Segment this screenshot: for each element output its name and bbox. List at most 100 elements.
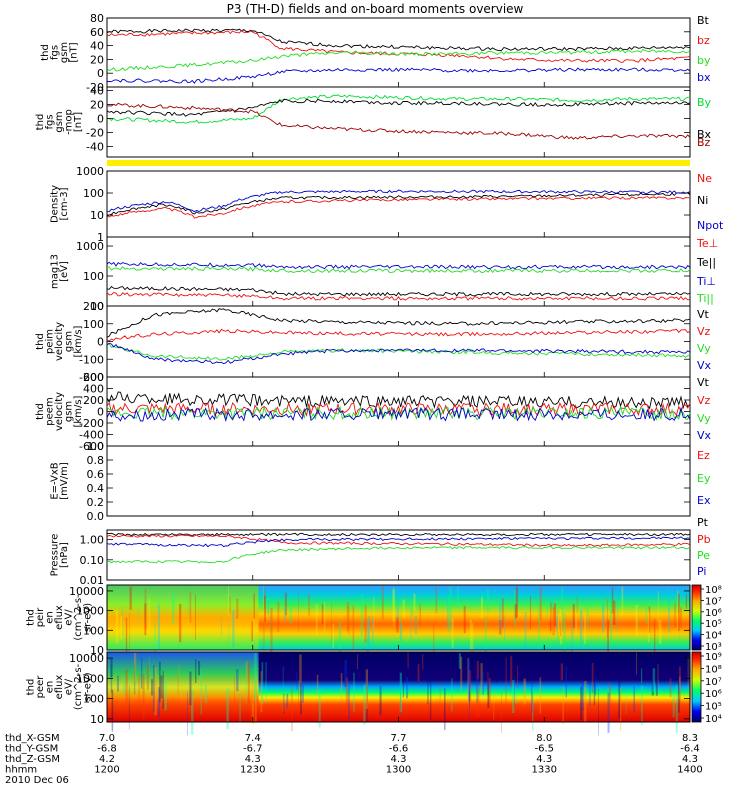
spectrogram-streak: [346, 601, 349, 632]
spectrogram-streak: [444, 688, 446, 731]
spectrogram-streak: [565, 665, 567, 698]
xaxis-value: 1300: [386, 765, 411, 776]
panel-frame: [106, 305, 691, 378]
spectrogram-streak: [539, 586, 542, 620]
legend-Vz: Vz: [697, 394, 711, 407]
y-tick-label: 100: [83, 624, 104, 637]
spectrogram-streak: [607, 692, 610, 733]
spectrogram-streak: [589, 681, 591, 707]
spectrogram-streak: [300, 682, 302, 715]
spectrogram-streak: [298, 590, 299, 632]
colorbar-tick-label: 10⁶: [705, 608, 722, 619]
spectrogram-streak: [480, 597, 483, 618]
spectrogram-streak: [187, 691, 188, 736]
spectrogram-streak: [234, 676, 235, 713]
spectrogram-streak: [115, 610, 119, 644]
spectrogram-early-interval: [107, 652, 259, 722]
spectrogram-streak: [593, 656, 596, 705]
xaxis-value: 8.3: [682, 733, 698, 744]
spectrogram-streak: [513, 588, 517, 627]
spectrogram-streak: [472, 623, 474, 668]
legend-Pt: Pt: [697, 516, 709, 529]
y-tick-label: 600: [83, 371, 104, 384]
spectrogram-streak: [251, 682, 255, 724]
spectrogram-streak: [613, 600, 616, 625]
series-line-Vt: [106, 308, 691, 338]
xaxis-value: 7.0: [99, 733, 115, 744]
xaxis-value: 4.3: [536, 754, 552, 765]
spectrogram-streak: [657, 664, 659, 697]
spectrogram-streak: [236, 669, 239, 692]
spectrogram-streak: [158, 687, 161, 718]
legend-bz: bz: [697, 34, 710, 47]
panel-frame: [106, 445, 691, 517]
spectrogram-streak: [360, 594, 363, 637]
spectrogram-streak: [580, 609, 583, 650]
spectrogram-streak: [263, 621, 265, 651]
spectrogram-streak: [282, 666, 284, 712]
y-axis-label: peem: [45, 397, 56, 425]
spectrogram-streak: [270, 607, 273, 653]
spectrogram-streak: [637, 603, 639, 629]
spectrogram-streak: [245, 680, 247, 703]
spectrogram-streak: [531, 682, 533, 713]
spectrogram-streak: [550, 590, 553, 608]
series-line-By: [106, 94, 690, 124]
spectrogram-streak: [635, 604, 638, 637]
y-axis-label: gsm: [59, 42, 70, 63]
spectrogram-streak: [195, 658, 197, 683]
spectrogram-streak: [685, 593, 688, 609]
y-tick-label: 0.4: [87, 482, 105, 495]
xaxis-row-label: thd_Z-GSM: [5, 754, 60, 765]
y-axis-label: Pressure: [49, 534, 60, 577]
spectrogram-streak: [188, 597, 190, 616]
spectrogram-streak: [586, 605, 589, 628]
y-axis-label: [mV/m]: [59, 462, 70, 500]
spectrogram-streak: [602, 604, 605, 633]
y-axis-label: eflux: [54, 605, 65, 630]
spectrogram-streak: [399, 622, 402, 642]
series-line-bx: [107, 67, 691, 84]
spectrogram-streak: [368, 616, 370, 649]
spectrogram-streak: [417, 663, 420, 682]
legend-Bz: Bz: [697, 136, 711, 149]
series-line-Vx: [106, 342, 691, 365]
y-tick-label: 1000: [76, 672, 104, 685]
spectrogram-streak: [641, 668, 643, 684]
spectrogram-streak: [253, 593, 255, 619]
x-axis-annotation: thd_X-GSM 7.0 7.4 7.7 8.0 8.3 thd_Y-GSM -6.8 -6.…: [5, 733, 703, 786]
colorbar-tick-label: 10⁹: [705, 652, 722, 663]
spectrogram-streak: [264, 589, 266, 610]
spectrogram-streak: [265, 662, 267, 703]
spectrogram-streak: [283, 693, 285, 715]
spectrogram-streak: [331, 601, 332, 643]
y-axis-label: sr-eV): [83, 603, 94, 632]
y-tick-label: 60: [90, 26, 104, 39]
date-label: 2010 Dec 06: [5, 775, 69, 786]
legend-Vt: Vt: [697, 376, 710, 389]
spectrogram-streak: [419, 603, 421, 627]
spectrogram-streak: [381, 585, 384, 620]
y-tick-label: 1.00: [80, 534, 105, 547]
spectrogram-streak: [402, 660, 404, 698]
xaxis-row-label: hhmm: [5, 765, 37, 776]
panel-8: 10⁸10⁷10⁶10⁵10⁴10³10000100010010thdpeire…: [26, 584, 722, 668]
series-line-Vz: [106, 401, 691, 417]
y-tick-label: 100: [83, 187, 104, 200]
y-axis-label: (cm^2-s-: [73, 594, 84, 641]
spectrogram-streak: [552, 607, 555, 636]
spectrogram-streak: [467, 657, 469, 699]
spectrogram-streak: [546, 600, 548, 620]
spectrogram-streak: [561, 586, 564, 632]
spectrogram-streak: [562, 686, 564, 725]
spectrogram-streak: [117, 675, 119, 692]
y-tick-label: 20: [90, 99, 104, 112]
y-tick-label: 400: [83, 383, 104, 396]
y-axis-label: thd: [40, 44, 51, 61]
spectrogram-streak: [284, 606, 286, 620]
spectrogram-streak: [494, 589, 495, 605]
spectrogram-streak: [284, 592, 287, 616]
spectrogram-streak: [232, 609, 235, 647]
y-tick-label: -40: [86, 141, 104, 154]
